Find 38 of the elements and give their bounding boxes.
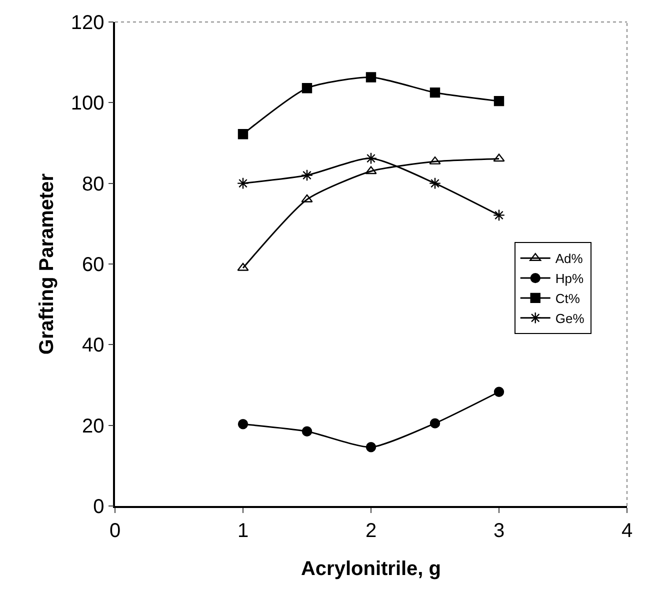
point [238,419,248,430]
point [494,96,504,106]
point [301,194,313,202]
point [237,177,249,190]
point [494,386,504,397]
x-tick-label: 4 [621,520,633,542]
y-tick-label: 0 [93,496,104,518]
y-tick-label: 100 [70,92,104,115]
x-tick-label: 0 [109,520,121,542]
point [237,262,249,271]
point [302,426,312,436]
point [365,166,377,174]
y-axis-title: Grafting Parameter [36,173,58,355]
x-tick-label: 3 [493,520,505,542]
y-tick-label: 20 [82,415,104,438]
point [429,177,441,190]
point [302,83,312,94]
legend-label: Ct% [555,291,580,306]
point [366,72,376,82]
legend-label: Hp% [555,271,584,286]
point [301,169,313,182]
x-tick-label: 2 [365,520,377,542]
point [365,152,377,164]
x-axis-title: Acrylonitrile, g [300,558,442,580]
point [430,418,440,428]
y-tick-label: 120 [70,12,104,34]
point [493,209,505,222]
x-tick-label: 1 [237,520,249,542]
point [430,87,440,98]
point [429,156,441,164]
y-tick-label: 60 [82,254,104,276]
y-tick-label: 80 [82,173,104,196]
legend-label: Ad% [555,251,584,266]
y-tick-label: 40 [82,334,104,357]
point [493,154,505,162]
point [366,442,376,452]
legend-label: Ge% [555,310,585,326]
point [238,129,248,140]
